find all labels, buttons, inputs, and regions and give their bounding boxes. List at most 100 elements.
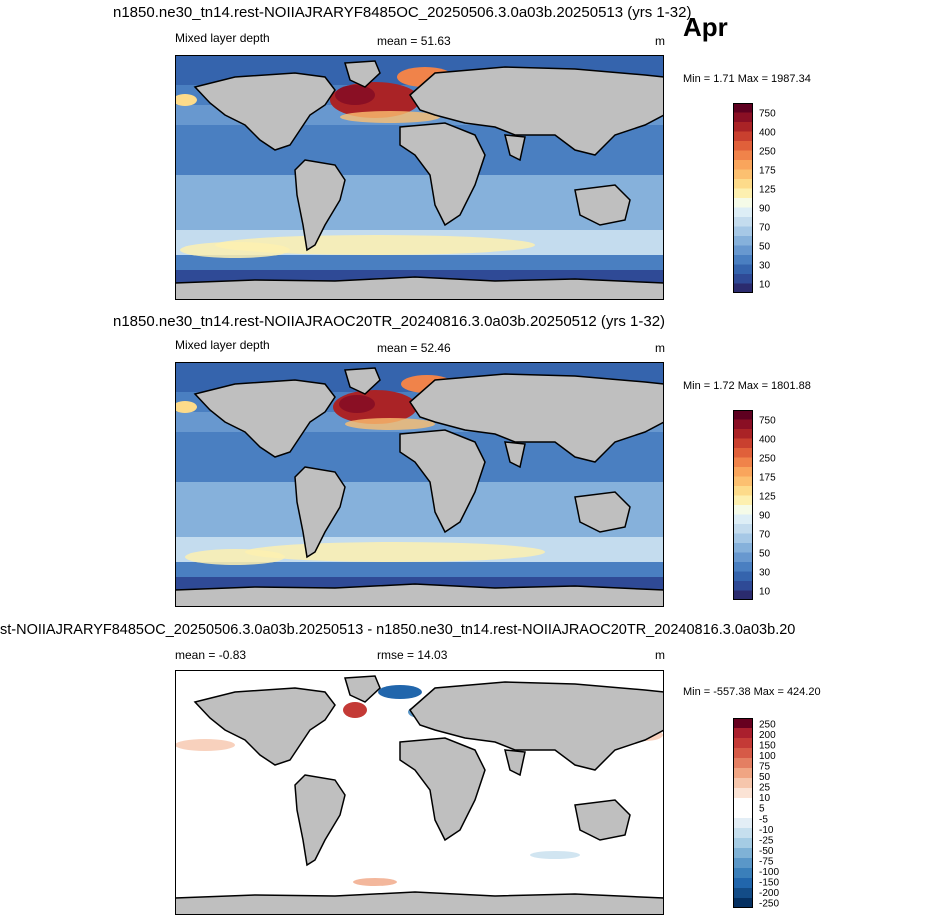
colorbar-tick-label: -50 xyxy=(759,846,774,857)
colorbar-border xyxy=(733,103,753,293)
colorbar-tick-label: 100 xyxy=(759,751,776,762)
colorbar-tick-label: 150 xyxy=(759,740,776,751)
colorbar-swatch xyxy=(733,533,753,543)
colorbar-swatch xyxy=(733,169,753,179)
colorbar-tick-label: 400 xyxy=(759,435,776,446)
colorbar-swatch xyxy=(733,122,753,132)
month-label: Apr xyxy=(683,12,728,42)
colorbar-tick-label: 50 xyxy=(759,242,771,253)
colorbar-swatch xyxy=(733,495,753,505)
colorbar-swatch xyxy=(733,798,753,808)
colorbar-swatch xyxy=(733,226,753,236)
colorbar-swatch xyxy=(733,207,753,217)
panel-3-rmse-label: rmse = 14.03 xyxy=(377,648,448,662)
panel-1-mean-label: mean = 51.63 xyxy=(377,34,451,48)
colorbar-swatch xyxy=(733,410,753,420)
colorbar-border xyxy=(733,410,753,600)
colorbar-border xyxy=(733,718,753,908)
colorbar-tick-label: 125 xyxy=(759,185,776,196)
colorbar-tick-label: 50 xyxy=(759,549,771,560)
colorbar-tick-label: 90 xyxy=(759,204,771,215)
panel-2-title: n1850.ne30_tn14.rest-NOIIAJRAOC20TR_2024… xyxy=(113,313,666,330)
colorbar-swatch xyxy=(733,543,753,553)
colorbar-panel-1: 750 400 250 175 125 90 70 50 30 10 xyxy=(733,103,776,293)
colorbar-swatch xyxy=(733,457,753,467)
colorbar-tick-label: -250 xyxy=(759,899,779,910)
colorbar-swatch xyxy=(733,581,753,591)
panel-2-minmax: Min = 1.72 Max = 1801.88 xyxy=(683,380,811,392)
colorbar-swatch xyxy=(733,514,753,524)
panel-1-variable-label: Mixed layer depth xyxy=(175,31,270,45)
colorbar-tick-label: -75 xyxy=(759,857,774,868)
colorbar-tick-label: 175 xyxy=(759,473,776,484)
panel-1-units: m xyxy=(655,34,665,48)
colorbar-tick-label: 200 xyxy=(759,730,776,741)
colorbar-swatch xyxy=(733,838,753,848)
colorbar-swatch xyxy=(733,828,753,838)
colorbar-swatch xyxy=(733,788,753,798)
panel-1-minmax: Min = 1.71 Max = 1987.34 xyxy=(683,73,811,85)
panel-3-mean-label: mean = -0.83 xyxy=(175,648,247,662)
colorbar-swatch xyxy=(733,848,753,858)
colorbar-swatch xyxy=(733,562,753,572)
colorbar-swatch xyxy=(733,448,753,458)
panel-3-title: st-NOIIAJRARYF8485OC_20250506.3.0a03b.20… xyxy=(0,622,796,638)
colorbar-swatch xyxy=(733,868,753,878)
colorbar-tick-label: -100 xyxy=(759,867,779,878)
panel-3-minmax: Min = -557.38 Max = 424.20 xyxy=(683,686,821,698)
colorbar-swatch xyxy=(733,141,753,151)
colorbar-swatch xyxy=(733,728,753,738)
colorbar-swatch xyxy=(733,888,753,898)
colorbar-swatch xyxy=(733,245,753,255)
colorbar-swatch xyxy=(733,264,753,274)
panel-2-variable-label: Mixed layer depth xyxy=(175,338,270,352)
colorbar-swatch xyxy=(733,150,753,160)
colorbar-panel-3: 250200150100755025105-5-10-25-50-75-100-… xyxy=(733,718,779,910)
colorbar-swatch xyxy=(733,571,753,581)
colorbar-tick-label: 250 xyxy=(759,147,776,158)
colorbar-tick-label: 70 xyxy=(759,530,771,541)
colorbar-tick-label: 75 xyxy=(759,762,771,773)
colorbar-swatch xyxy=(733,179,753,189)
colorbar-swatch xyxy=(733,486,753,496)
colorbar-tick-label: 10 xyxy=(759,587,771,598)
colorbar-swatch xyxy=(733,808,753,818)
colorbar-tick-label: 50 xyxy=(759,772,771,783)
colorbar-swatch xyxy=(733,217,753,227)
colorbar-swatch xyxy=(733,160,753,170)
colorbar-tick-label: -25 xyxy=(759,835,774,846)
colorbar-tick-label: -5 xyxy=(759,814,768,825)
colorbar-tick-label: 70 xyxy=(759,223,771,234)
colorbar-swatch xyxy=(733,476,753,486)
colorbar-swatch xyxy=(733,112,753,122)
colorbar-swatch xyxy=(733,878,753,888)
colorbar-tick-label: 250 xyxy=(759,719,776,730)
colorbar-tick-label: 90 xyxy=(759,511,771,522)
colorbar-swatch xyxy=(733,438,753,448)
colorbar-swatch xyxy=(733,198,753,208)
colorbar-tick-label: 125 xyxy=(759,492,776,503)
colorbar-swatch xyxy=(733,858,753,868)
colorbar-tick-label: 750 xyxy=(759,416,776,427)
colorbar-swatch xyxy=(733,778,753,788)
colorbar-swatch xyxy=(733,758,753,768)
colorbar-swatch xyxy=(733,590,753,600)
colorbar-tick-label: 5 xyxy=(759,804,765,815)
colorbar-tick-label: 10 xyxy=(759,793,771,804)
colorbar-swatch xyxy=(733,748,753,758)
colorbar-tick-label: 250 xyxy=(759,454,776,465)
colorbar-swatch xyxy=(733,505,753,515)
colorbar-swatch xyxy=(733,738,753,748)
colorbar-swatch xyxy=(733,236,753,246)
colorbar-tick-label: 10 xyxy=(759,280,771,291)
colorbar-tick-label: 750 xyxy=(759,109,776,120)
colorbar-swatch xyxy=(733,274,753,284)
colorbar-tick-label: 25 xyxy=(759,783,771,794)
colorbar-swatch xyxy=(733,188,753,198)
colorbar-swatch xyxy=(733,131,753,141)
colorbar-tick-label: 30 xyxy=(759,261,771,272)
land-overlay-1 xyxy=(175,55,664,300)
panel-2-mean-label: mean = 52.46 xyxy=(377,341,451,355)
colorbar-swatch xyxy=(733,818,753,828)
colorbar-swatch xyxy=(733,552,753,562)
